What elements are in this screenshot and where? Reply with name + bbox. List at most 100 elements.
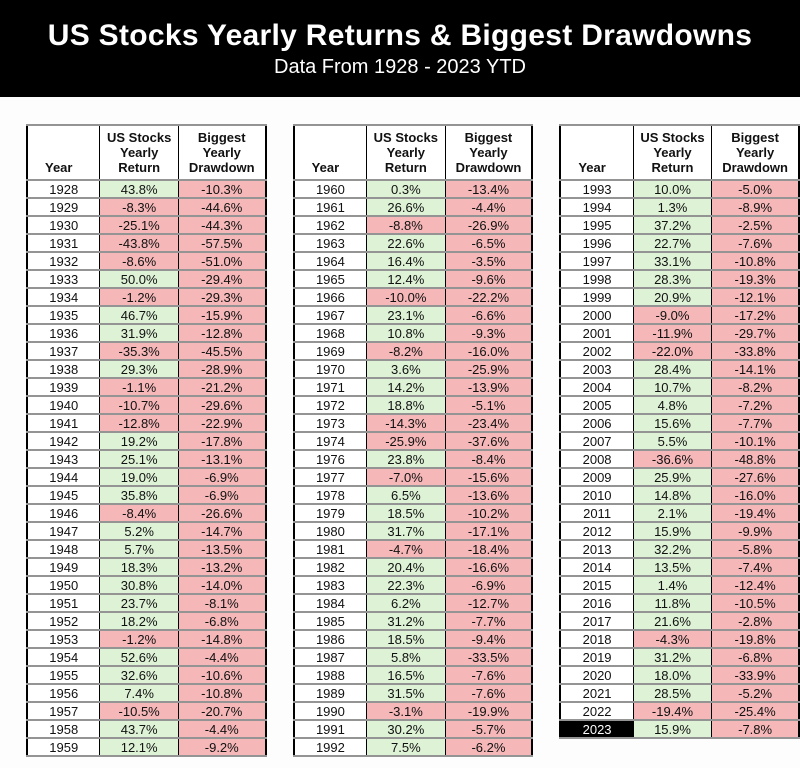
- table-row: 1933 50.0% -29.4%: [26, 269, 267, 289]
- year-cell: 1954: [26, 647, 101, 667]
- drawdown-cell: -10.8%: [177, 683, 267, 703]
- table-row: 1951 23.7% -8.1%: [26, 593, 267, 613]
- table-row: 1979 18.5% -10.2%: [293, 503, 533, 523]
- year-cell: 1934: [26, 287, 101, 307]
- drawdown-cell: -48.8%: [711, 449, 800, 469]
- year-cell: 1952: [26, 611, 101, 631]
- return-cell: 10.0%: [632, 179, 713, 199]
- table-row: 1943 25.1% -13.1%: [26, 449, 267, 469]
- return-cell: 23.1%: [366, 305, 446, 325]
- drawdown-cell: -7.2%: [711, 395, 800, 415]
- year-cell: 1933: [26, 269, 101, 289]
- table-row: 2020 18.0% -33.9%: [559, 665, 800, 685]
- drawdown-cell: -28.9%: [177, 359, 267, 379]
- year-cell: 1960: [293, 179, 368, 199]
- return-cell: 7.4%: [99, 683, 179, 703]
- drawdown-cell: -33.8%: [711, 341, 800, 361]
- table-row: 1997 33.1% -10.8%: [559, 251, 800, 271]
- year-cell: 1988: [293, 665, 368, 685]
- table-row: 1939 -1.1% -21.2%: [26, 377, 267, 397]
- table-row: 1983 22.3% -6.9%: [293, 575, 533, 595]
- year-cell: 1984: [293, 593, 368, 613]
- drawdown-cell: -13.1%: [177, 449, 267, 469]
- return-cell: 43.7%: [99, 719, 179, 739]
- year-cell: 1978: [293, 485, 368, 505]
- table-row: 1937 -35.3% -45.5%: [26, 341, 267, 361]
- table-row: 2000 -9.0% -17.2%: [559, 305, 800, 325]
- return-cell: -10.7%: [99, 395, 179, 415]
- drawdown-cell: -10.5%: [711, 593, 800, 613]
- drawdown-cell: -10.8%: [711, 251, 800, 271]
- drawdown-cell: -45.5%: [177, 341, 267, 361]
- drawdown-cell: -12.7%: [444, 593, 533, 613]
- table-row: 1938 29.3% -28.9%: [26, 359, 267, 379]
- return-cell: 31.2%: [632, 647, 713, 667]
- year-cell: 1965: [293, 269, 368, 289]
- drawdown-cell: -6.9%: [177, 467, 267, 487]
- year-cell: 1942: [26, 431, 101, 451]
- table-row: 1992 7.5% -6.2%: [293, 737, 533, 757]
- table-row: 1948 5.7% -13.5%: [26, 539, 267, 559]
- col-header-return: US Stocks Yearly Return: [366, 124, 446, 181]
- year-cell: 1936: [26, 323, 101, 343]
- drawdown-cell: -25.9%: [444, 359, 533, 379]
- tables-container: Year US Stocks Yearly Return Biggest Yearl…: [0, 97, 800, 757]
- table-row: 2019 31.2% -6.8%: [559, 647, 800, 667]
- year-cell: 1993: [559, 179, 634, 199]
- drawdown-cell: -17.1%: [444, 521, 533, 541]
- return-cell: 12.4%: [366, 269, 446, 289]
- drawdown-cell: -14.7%: [177, 521, 267, 541]
- drawdown-cell: -25.4%: [711, 701, 800, 721]
- drawdown-cell: -44.3%: [177, 215, 267, 235]
- return-cell: 31.9%: [99, 323, 179, 343]
- year-cell: 1968: [293, 323, 368, 343]
- drawdown-cell: -14.8%: [177, 629, 267, 649]
- drawdown-cell: -37.6%: [444, 431, 533, 451]
- header-row: Year US Stocks Yearly Return Biggest Yearl…: [26, 124, 267, 181]
- drawdown-cell: -44.6%: [177, 197, 267, 217]
- return-cell: 2.1%: [632, 503, 713, 523]
- drawdown-cell: -5.1%: [444, 395, 533, 415]
- year-cell: 1989: [293, 683, 368, 703]
- page-title: US Stocks Yearly Returns & Biggest Drawd…: [47, 19, 753, 52]
- year-cell: 1940: [26, 395, 101, 415]
- return-cell: -8.3%: [99, 197, 179, 217]
- table-row: 1944 19.0% -6.9%: [26, 467, 267, 487]
- drawdown-cell: -9.9%: [711, 521, 800, 541]
- table-row: 1981 -4.7% -18.4%: [293, 539, 533, 559]
- drawdown-cell: -33.9%: [711, 665, 800, 685]
- return-cell: 29.3%: [99, 359, 179, 379]
- drawdown-cell: -18.4%: [444, 539, 533, 559]
- drawdown-cell: -8.9%: [711, 197, 800, 217]
- drawdown-cell: -13.6%: [444, 485, 533, 505]
- return-cell: -7.0%: [366, 467, 446, 487]
- table-row: 1965 12.4% -9.6%: [293, 269, 533, 289]
- return-cell: -36.6%: [632, 449, 713, 469]
- return-cell: 15.6%: [632, 413, 713, 433]
- table-row: 2001 -11.9% -29.7%: [559, 323, 800, 343]
- return-cell: -11.9%: [632, 323, 713, 343]
- year-cell: 2020: [559, 665, 634, 685]
- year-cell: 1959: [26, 737, 101, 757]
- col-header-year: Year: [293, 124, 368, 181]
- drawdown-cell: -4.4%: [444, 197, 533, 217]
- drawdown-cell: -7.7%: [444, 611, 533, 631]
- year-cell: 2023: [559, 719, 634, 739]
- header-row: Year US Stocks Yearly Return Biggest Yearl…: [293, 124, 533, 181]
- drawdown-cell: -2.5%: [711, 215, 800, 235]
- drawdown-cell: -15.6%: [444, 467, 533, 487]
- return-cell: 15.9%: [632, 719, 713, 739]
- return-cell: 23.7%: [99, 593, 179, 613]
- header-row: Year US Stocks Yearly Return Biggest Yearl…: [559, 124, 800, 181]
- header-banner: US Stocks Yearly Returns & Biggest Drawd…: [0, 0, 800, 97]
- table-row: 1959 12.1% -9.2%: [26, 737, 267, 757]
- drawdown-cell: -23.4%: [444, 413, 533, 433]
- drawdown-cell: -4.4%: [177, 647, 267, 667]
- drawdown-cell: -6.8%: [177, 611, 267, 631]
- year-cell: 1973: [293, 413, 368, 433]
- table-row: 2013 32.2% -5.8%: [559, 539, 800, 559]
- table-row: 1964 16.4% -3.5%: [293, 251, 533, 271]
- year-cell: 1985: [293, 611, 368, 631]
- return-cell: -10.0%: [366, 287, 446, 307]
- table-row: 1955 32.6% -10.6%: [26, 665, 267, 685]
